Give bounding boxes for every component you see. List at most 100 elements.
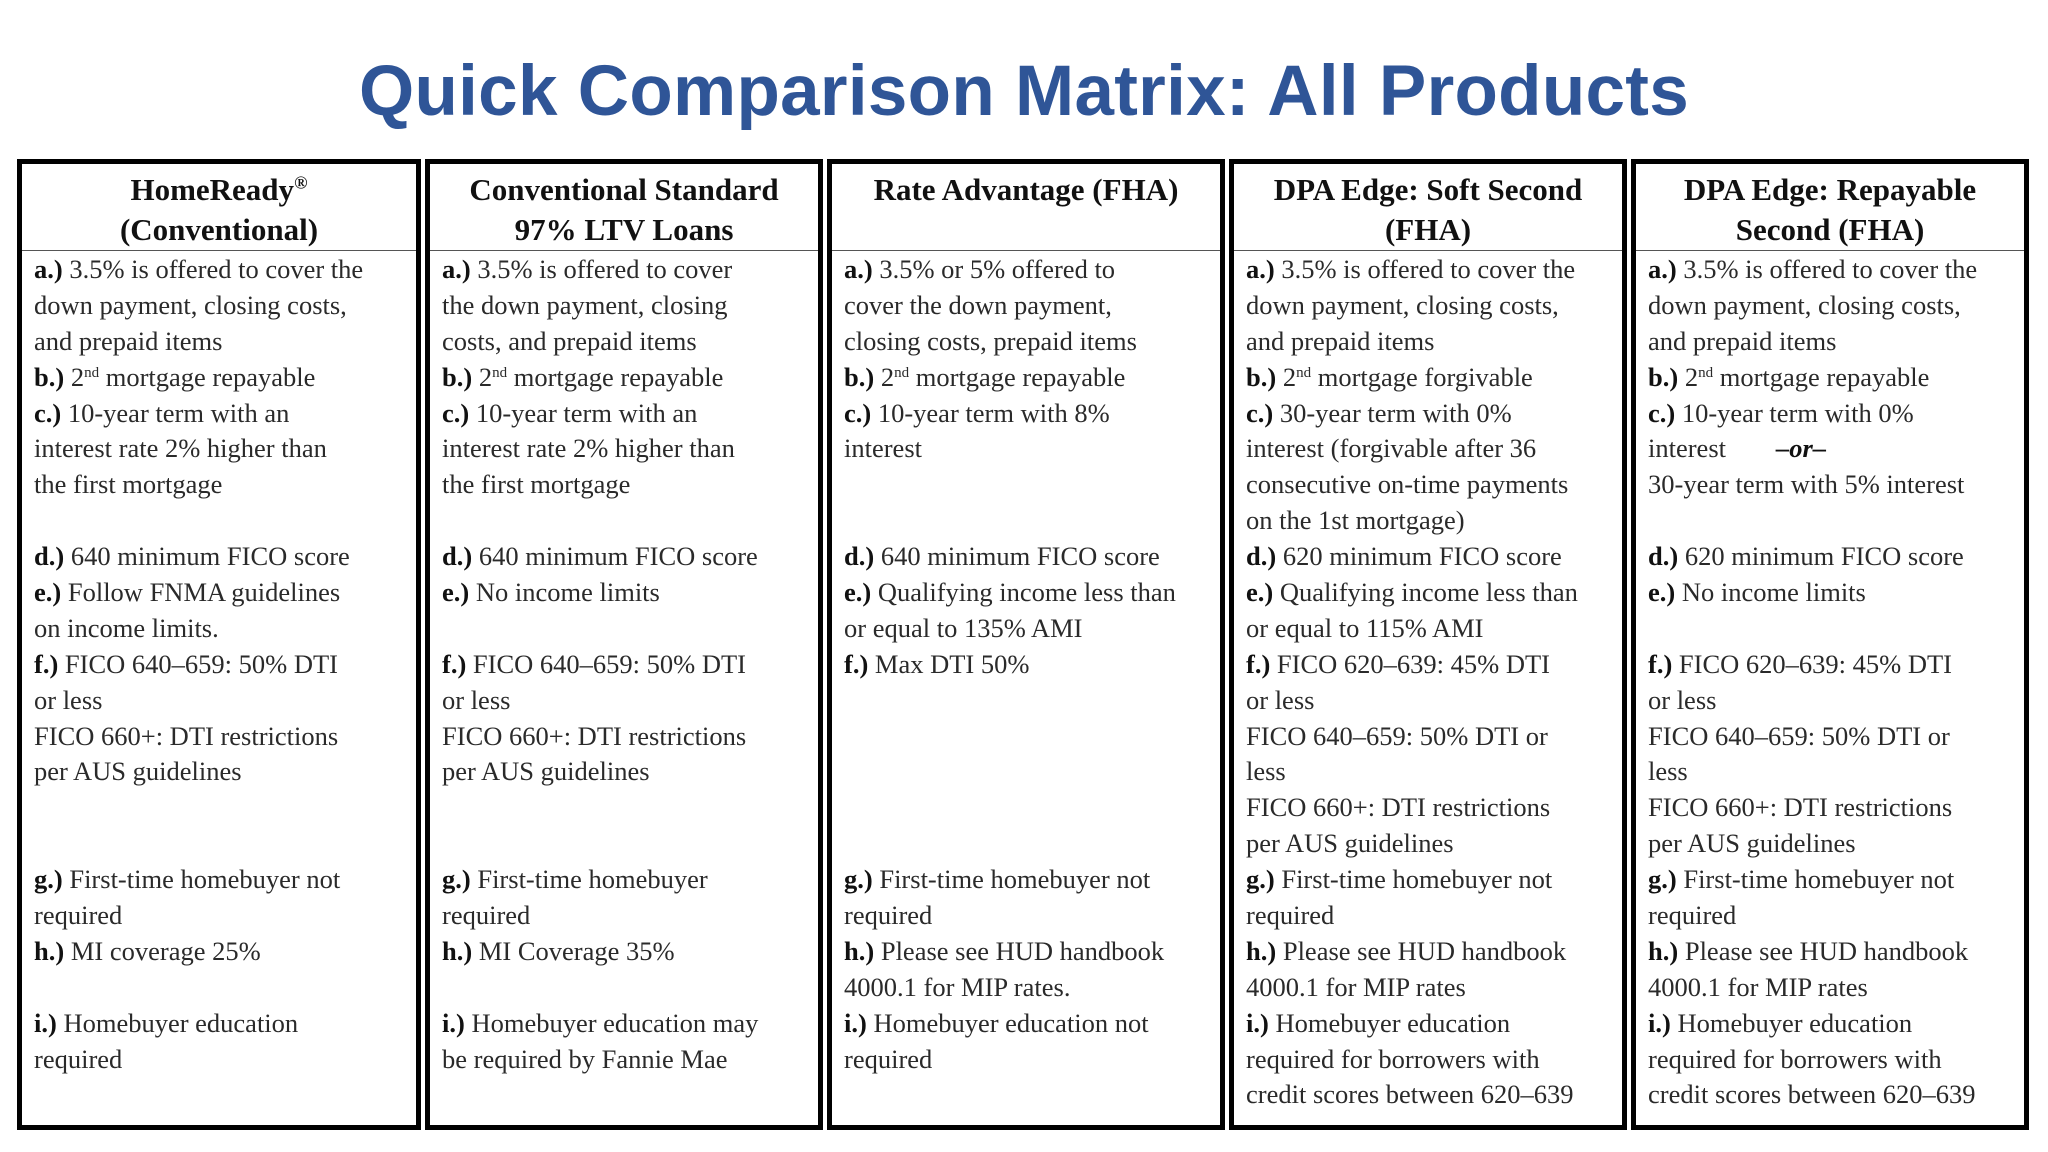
item-label: e.)	[442, 577, 470, 608]
header-subtitle: Second (FHA)	[1735, 212, 1925, 247]
blank-line	[844, 754, 1210, 790]
header-title: Conventional Standard	[469, 172, 779, 207]
product-column-dpa-repayable-second: DPA Edge: Repayable Second (FHA) a.) 3.5…	[1631, 159, 2029, 1130]
item-g-line: g.) First-time homebuyer not	[844, 864, 1151, 895]
column-body: a.) 3.5% is offered to cover the down pa…	[430, 252, 818, 1077]
header-title: DPA Edge: Repayable	[1683, 172, 1977, 207]
header-title: DPA Edge: Soft Second	[1273, 172, 1583, 207]
item-c-line: the first mortgage	[442, 469, 631, 500]
item-f-line: FICO 640–659: 50% DTI or	[1246, 720, 1548, 751]
item-f-line: per AUS guidelines	[34, 756, 242, 787]
item-e-line: e.) Follow FNMA guidelines	[34, 577, 341, 608]
item-f-line: per AUS guidelines	[1246, 828, 1454, 859]
item-b-line: b.) 2nd mortgage repayable	[34, 361, 316, 392]
header-title: Rate Advantage (FHA)	[873, 172, 1179, 207]
item-a-line: a.) 3.5% is offered to cover	[442, 254, 733, 284]
item-f-line: FICO 660+: DTI restrictions	[442, 720, 747, 751]
item-c-line: c.) 10-year term with an	[34, 397, 290, 428]
item-d-line: d.) 640 minimum FICO score	[844, 541, 1160, 572]
registered-mark: ®	[294, 172, 308, 193]
item-label: d.)	[1246, 541, 1277, 572]
item-label: e.)	[1648, 577, 1676, 608]
blank-line	[442, 503, 808, 539]
item-e-line: or equal to 135% AMI	[844, 612, 1083, 643]
item-a-line: and prepaid items	[34, 325, 223, 356]
item-label: i.)	[844, 1007, 867, 1038]
item-a-line: costs, and prepaid items	[442, 325, 697, 356]
item-g-line: g.) First-time homebuyer not	[1648, 864, 1955, 895]
item-label: a.)	[844, 254, 873, 284]
item-h-line: h.) Please see HUD handbook	[844, 935, 1165, 966]
item-label: b.)	[442, 361, 473, 392]
item-label: f.)	[1648, 648, 1673, 679]
item-label: c.)	[1246, 397, 1274, 428]
item-b-line: b.) 2nd mortgage repayable	[844, 361, 1126, 392]
item-a-line: a.) 3.5% is offered to cover the	[1246, 254, 1576, 284]
item-c-line: on the 1st mortgage)	[1246, 505, 1465, 536]
header-subtitle: (FHA)	[1384, 212, 1472, 247]
item-label: f.)	[442, 648, 467, 679]
item-f-line: f.) FICO 640–659: 50% DTI	[442, 648, 746, 679]
item-h-line: 4000.1 for MIP rates	[1246, 971, 1466, 1002]
item-h-line: h.) MI coverage 25%	[34, 935, 261, 966]
blank-line	[442, 611, 808, 647]
blank-line	[844, 467, 1210, 503]
item-f-line: or less	[1648, 684, 1717, 715]
blank-line	[442, 790, 808, 826]
item-label: f.)	[34, 648, 59, 679]
item-f-line: or less	[34, 684, 103, 715]
blank-line	[442, 826, 808, 862]
item-b-line: b.) 2nd mortgage forgivable	[1246, 361, 1533, 392]
item-e-line: e.) No income limits	[442, 577, 660, 608]
item-label: b.)	[844, 361, 875, 392]
item-i-line: be required by Fannie Mae	[442, 1043, 728, 1074]
column-header: HomeReady® (Conventional)	[22, 164, 416, 251]
item-label: d.)	[844, 541, 875, 572]
item-label: g.)	[1246, 864, 1275, 895]
item-c-line: c.) 10-year term with an	[442, 397, 698, 428]
item-h-line: 4000.1 for MIP rates.	[844, 971, 1071, 1002]
item-label: c.)	[844, 397, 872, 428]
item-label: i.)	[1246, 1007, 1269, 1038]
item-label: g.)	[442, 864, 471, 895]
item-i-line: required	[844, 1043, 933, 1074]
item-label: i.)	[442, 1007, 465, 1038]
item-i-line: i.) Homebuyer education may	[442, 1007, 759, 1038]
item-h-line: h.) Please see HUD handbook	[1246, 935, 1567, 966]
item-c-line: interest	[844, 433, 922, 464]
item-d-line: d.) 620 minimum FICO score	[1648, 541, 1964, 572]
page-title: Quick Comparison Matrix: All Products	[358, 52, 1690, 131]
item-label: h.)	[442, 935, 473, 966]
item-label: g.)	[1648, 864, 1677, 895]
item-a-line: the down payment, closing	[442, 289, 728, 320]
item-c-line: 30-year term with 5% interest	[1648, 469, 1965, 500]
product-column-dpa-soft-second: DPA Edge: Soft Second (FHA) a.) 3.5% is …	[1229, 159, 1627, 1130]
item-label: h.)	[1246, 935, 1277, 966]
item-label: a.)	[34, 254, 63, 284]
blank-line	[34, 826, 406, 862]
blank-line	[844, 503, 1210, 539]
item-g-line: required	[844, 900, 933, 931]
blank-line	[844, 826, 1210, 862]
header-subtitle: (Conventional)	[119, 212, 319, 247]
item-a-line: cover the down payment,	[844, 289, 1112, 320]
column-header: Rate Advantage (FHA)	[832, 164, 1220, 251]
blank-line	[34, 970, 406, 1006]
item-f-line: less	[1246, 756, 1286, 787]
column-body: a.) 3.5% is offered to cover the down pa…	[1636, 252, 2024, 1113]
item-label: a.)	[1246, 254, 1275, 284]
item-label: e.)	[34, 577, 62, 608]
item-label: i.)	[1648, 1007, 1671, 1038]
item-a-line: down payment, closing costs,	[1648, 289, 1961, 320]
item-i-line: i.) Homebuyer education	[34, 1007, 299, 1038]
column-body: a.) 3.5% is offered to cover the down pa…	[22, 252, 416, 1077]
item-f-line: f.) FICO 620–639: 45% DTI	[1648, 648, 1952, 679]
item-label: b.)	[1648, 361, 1679, 392]
item-f-line: FICO 640–659: 50% DTI or	[1648, 720, 1950, 751]
item-f-line: f.) FICO 620–639: 45% DTI	[1246, 648, 1550, 679]
product-column-conventional-standard: Conventional Standard 97% LTV Loans a.) …	[425, 159, 823, 1130]
column-body: a.) 3.5% or 5% offered to cover the down…	[832, 252, 1220, 1077]
item-e-line: e.) Qualifying income less than	[844, 577, 1176, 608]
item-d-line: d.) 640 minimum FICO score	[442, 541, 758, 572]
header-subtitle: 97% LTV Loans	[514, 212, 734, 247]
